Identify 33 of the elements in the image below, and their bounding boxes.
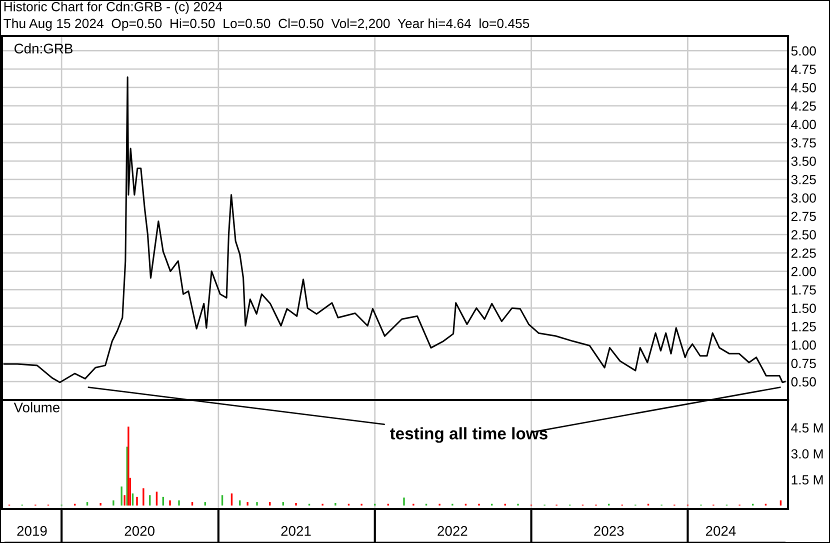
y-tick-label: 3.75 xyxy=(791,138,816,148)
x-tick-label: 2022 xyxy=(438,526,468,536)
annotation: Cdn:GRB xyxy=(14,43,72,54)
y-tick-label: 2.25 xyxy=(791,248,816,258)
y-tick-label: 2.75 xyxy=(791,212,816,222)
y-tick-label: 4.50 xyxy=(791,83,816,92)
y-tick-label: 2.00 xyxy=(791,266,816,276)
x-tick-label: 2024 xyxy=(706,526,736,536)
y-tick-label: 1.5 M xyxy=(792,475,823,484)
y-tick-label: 1.50 xyxy=(792,304,816,313)
y-tick-label: 1.00 xyxy=(792,340,816,350)
y-tick-label: 1.25 xyxy=(792,322,816,332)
y-tick-label: 3.25 xyxy=(791,174,816,184)
chart-title: Historic Chart for Cdn:GRB - (c) 2024 xyxy=(4,2,222,14)
y-tick-label: 4.25 xyxy=(791,101,816,111)
y-tick-label: 0.50 xyxy=(791,377,816,387)
y-tick-label: 0.75 xyxy=(791,358,816,368)
x-tick-label: 2019 xyxy=(17,526,47,536)
annotation: testing all time lows xyxy=(390,427,548,443)
y-tick-label: 3.00 xyxy=(791,193,816,203)
x-tick-label: 2021 xyxy=(281,526,311,536)
y-tick-label: 5.00 xyxy=(791,46,816,56)
x-tick-label: 2023 xyxy=(594,526,624,536)
y-tick-label: 3.0 M xyxy=(791,449,823,459)
y-tick-label: 4.75 xyxy=(791,64,816,74)
x-tick-label: 2020 xyxy=(124,526,154,536)
annotation: Volume xyxy=(14,402,60,412)
y-tick-label: 4.00 xyxy=(791,120,816,130)
y-tick-label: 1.75 xyxy=(792,285,816,295)
y-tick-label: 2.50 xyxy=(791,230,816,240)
y-tick-label: 3.50 xyxy=(791,156,816,166)
chart-subtitle: Thu Aug 15 2024 Op=0.50 Hi=0.50 Lo=0.50 Cl=0.50 Vol=2,200 Year hi=4.64 lo=0.455 xyxy=(4,18,530,31)
y-tick-label: 4.5 M xyxy=(791,423,823,433)
